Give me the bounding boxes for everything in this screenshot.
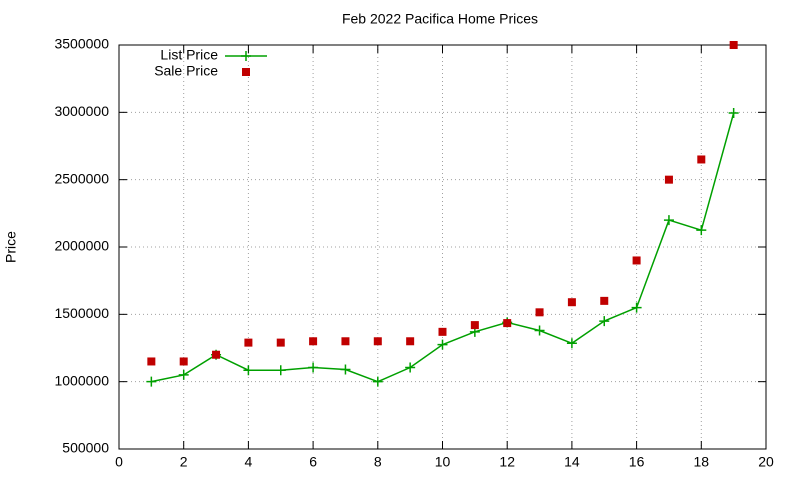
x-tick-label: 12 (499, 454, 515, 470)
data-point (309, 337, 318, 346)
chart-title: Feb 2022 Pacifica Home Prices (342, 11, 538, 27)
data-point (631, 302, 642, 313)
data-point (664, 175, 673, 184)
legend-swatch (241, 51, 251, 61)
x-tick-label: 8 (374, 454, 382, 470)
data-point (276, 338, 285, 347)
data-point (566, 338, 577, 349)
plot-frame (118, 44, 767, 450)
data-point (535, 308, 544, 317)
data-point (503, 319, 512, 328)
data-point (728, 108, 739, 119)
data-point (405, 362, 416, 373)
y-tick-label: 2000000 (54, 238, 109, 254)
legend-label: List Price (160, 47, 218, 63)
data-point (729, 41, 738, 49)
data-point (372, 376, 383, 387)
data-point (308, 362, 319, 373)
data-point (373, 337, 382, 346)
data-point (696, 225, 707, 236)
y-tick-label: 2500000 (54, 170, 109, 186)
x-tick-label: 6 (309, 454, 317, 470)
data-point (632, 256, 641, 265)
data-point (599, 316, 610, 327)
data-point (243, 365, 254, 376)
data-point (438, 327, 447, 336)
data-point (567, 298, 576, 307)
data-point (341, 337, 350, 346)
legend-label: Sale Price (154, 63, 218, 79)
data-point (406, 337, 415, 346)
data-point (663, 215, 674, 226)
x-tick-label: 10 (435, 454, 451, 470)
x-tick-label: 0 (115, 454, 123, 470)
x-tick-label: 4 (245, 454, 253, 470)
y-tick-label: 3500000 (54, 36, 109, 52)
x-tick-label: 16 (629, 454, 645, 470)
legend-swatch (242, 68, 250, 76)
data-point (244, 338, 253, 347)
y-tick-label: 500000 (62, 440, 109, 456)
y-axis-label: Price (3, 231, 19, 263)
y-tick-label: 1000000 (54, 372, 109, 388)
data-point (600, 296, 609, 305)
x-tick-label: 18 (694, 454, 710, 470)
data-point (212, 350, 221, 359)
data-point (178, 369, 189, 380)
data-point (146, 376, 157, 387)
data-point (147, 357, 156, 366)
data-point (437, 339, 448, 350)
y-tick-label: 3000000 (54, 103, 109, 119)
y-tick-label: 1500000 (54, 305, 109, 321)
x-tick-label: 14 (564, 454, 580, 470)
x-tick-label: 2 (180, 454, 188, 470)
data-point (470, 321, 479, 330)
data-point (697, 155, 706, 164)
data-point (534, 325, 545, 336)
data-point (340, 364, 351, 375)
x-tick-label: 20 (758, 454, 774, 470)
data-point (179, 357, 188, 366)
data-point (275, 365, 286, 376)
